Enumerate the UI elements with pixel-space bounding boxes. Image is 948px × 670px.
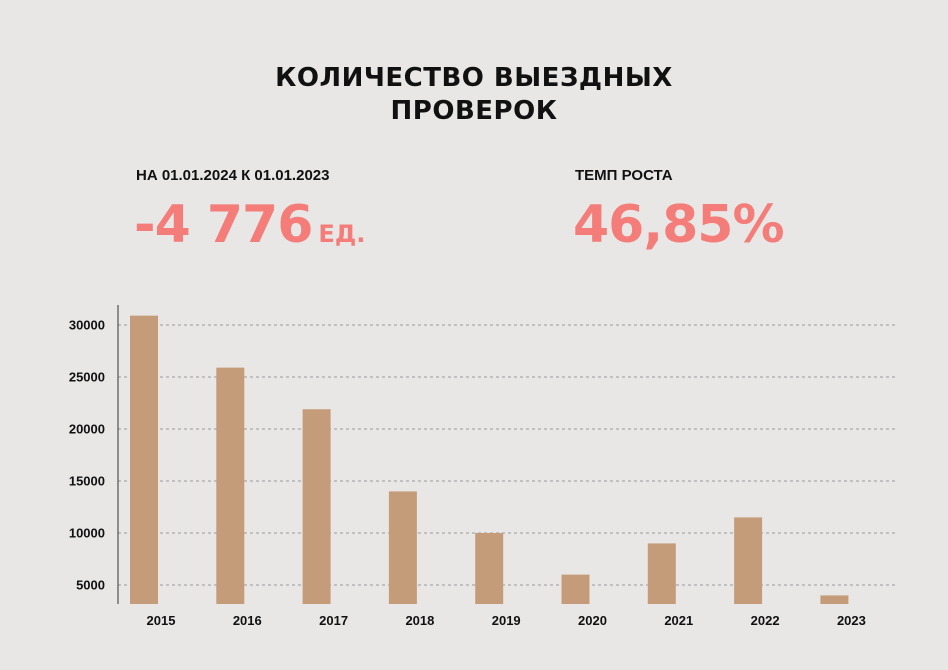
x-tick-label: 2021 [664, 613, 693, 628]
x-tick-label: 2019 [492, 613, 521, 628]
change-label: НА 01.01.2024 К 01.01.2023 [136, 167, 330, 184]
bar-2016 [216, 367, 245, 604]
bar-2021 [647, 543, 676, 604]
y-tick-label: 10000 [69, 526, 105, 541]
y-tick-label: 5000 [76, 578, 105, 593]
bar-2015 [130, 315, 158, 604]
x-tick-label: 2016 [233, 613, 262, 628]
bar-2018 [388, 491, 417, 604]
growth-rate-value: 46,85% [573, 195, 785, 255]
bar-2019 [475, 533, 504, 604]
y-tick-label: 15000 [69, 474, 105, 489]
x-tick-label: 2020 [578, 613, 607, 628]
title-line-2: ПРОВЕРОК [390, 96, 558, 126]
bar-2022 [734, 517, 763, 604]
change-unit: ЕД. [318, 220, 366, 248]
change-value-block: -4 776 ЕД. [134, 193, 365, 266]
y-tick-label: 30000 [69, 318, 105, 333]
title-line-1: КОЛИЧЕСТВО ВЫЕЗДНЫХ [275, 63, 673, 93]
bar-2017 [302, 409, 331, 604]
change-value: -4 776 [134, 195, 313, 255]
x-tick-label: 2023 [837, 613, 866, 628]
growth-rate-label: ТЕМП РОСТА [575, 167, 673, 184]
x-tick-label: 2015 [147, 613, 176, 628]
y-tick-label: 25000 [69, 370, 105, 385]
bar-2023 [820, 595, 849, 604]
x-tick-label: 2022 [751, 613, 780, 628]
x-tick-label: 2017 [319, 613, 348, 628]
bar-2020 [561, 574, 590, 604]
chart-title: КОЛИЧЕСТВО ВЫЕЗДНЫХ ПРОВЕРОК [0, 62, 948, 128]
x-tick-label: 2018 [405, 613, 434, 628]
y-tick-label: 20000 [69, 422, 105, 437]
